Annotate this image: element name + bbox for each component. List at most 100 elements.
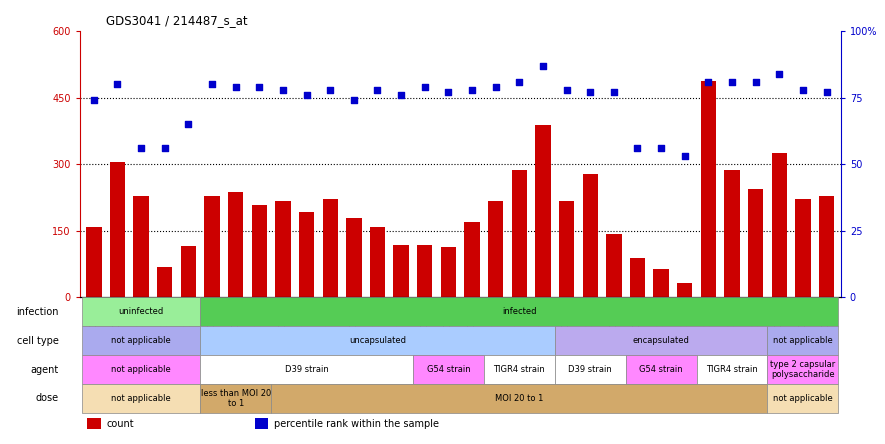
Text: count: count — [106, 419, 134, 428]
Text: less than MOI 20
to 1: less than MOI 20 to 1 — [201, 389, 271, 408]
Point — [111, 81, 125, 88]
Bar — [772, 153, 787, 297]
Bar — [417, 245, 433, 297]
Bar — [157, 267, 173, 297]
Bar — [767, 326, 838, 355]
Text: not applicable: not applicable — [773, 394, 833, 403]
Point — [796, 86, 810, 93]
Point — [465, 86, 479, 93]
Point — [512, 78, 527, 85]
Text: not applicable: not applicable — [773, 336, 833, 345]
Bar — [413, 355, 484, 384]
Bar — [484, 355, 555, 384]
Bar — [582, 174, 598, 297]
Bar — [86, 227, 102, 297]
Point — [158, 145, 172, 152]
Bar — [626, 355, 696, 384]
Bar — [394, 245, 409, 297]
Bar — [299, 212, 314, 297]
Bar — [271, 384, 767, 413]
Bar — [204, 196, 219, 297]
Bar — [82, 297, 200, 326]
Bar — [200, 326, 555, 355]
Point — [181, 121, 196, 128]
Bar — [748, 190, 764, 297]
Bar — [512, 170, 527, 297]
Point — [749, 78, 763, 85]
Text: uncapsulated: uncapsulated — [349, 336, 406, 345]
Point — [725, 78, 739, 85]
Bar — [767, 384, 838, 413]
Point — [347, 97, 361, 104]
Text: G54 strain: G54 strain — [427, 365, 470, 374]
Bar — [200, 297, 838, 326]
Text: D39 strain: D39 strain — [285, 365, 328, 374]
Text: uninfected: uninfected — [119, 307, 164, 316]
Bar — [555, 326, 767, 355]
Point — [489, 83, 503, 91]
Bar — [255, 418, 268, 429]
Point — [820, 89, 834, 96]
Bar — [181, 246, 196, 297]
Text: infection: infection — [16, 307, 58, 317]
Point — [773, 70, 787, 77]
Bar — [696, 355, 767, 384]
Bar — [275, 201, 290, 297]
Point — [678, 153, 692, 160]
Bar — [653, 270, 669, 297]
Bar — [724, 170, 740, 297]
Point — [87, 97, 101, 104]
Point — [701, 78, 715, 85]
Point — [371, 86, 385, 93]
Text: D39 strain: D39 strain — [568, 365, 612, 374]
Text: MOI 20 to 1: MOI 20 to 1 — [495, 394, 543, 403]
Bar — [465, 222, 480, 297]
Text: encapsulated: encapsulated — [633, 336, 689, 345]
Bar — [200, 355, 413, 384]
Point — [654, 145, 668, 152]
Bar — [535, 125, 550, 297]
Text: TIGR4 strain: TIGR4 strain — [494, 365, 545, 374]
Bar — [677, 283, 692, 297]
Bar — [134, 196, 149, 297]
Bar — [796, 199, 811, 297]
Point — [418, 83, 432, 91]
Bar — [559, 201, 574, 297]
Text: cell type: cell type — [17, 336, 58, 346]
Bar — [346, 218, 361, 297]
Point — [630, 145, 644, 152]
Text: percentile rank within the sample: percentile rank within the sample — [273, 419, 439, 428]
Point — [228, 83, 242, 91]
Bar — [767, 355, 838, 384]
Bar — [228, 192, 243, 297]
Point — [276, 86, 290, 93]
Bar — [819, 196, 835, 297]
Bar — [82, 355, 200, 384]
Text: G54 strain: G54 strain — [639, 365, 683, 374]
Text: GDS3041 / 214487_s_at: GDS3041 / 214487_s_at — [106, 14, 248, 27]
Text: not applicable: not applicable — [112, 394, 171, 403]
Bar — [322, 199, 338, 297]
Bar — [488, 201, 504, 297]
Bar — [82, 326, 200, 355]
Bar — [441, 247, 456, 297]
Bar — [606, 234, 621, 297]
Point — [583, 89, 597, 96]
Bar — [555, 355, 626, 384]
Bar — [701, 81, 716, 297]
Bar — [370, 227, 385, 297]
Point — [535, 62, 550, 69]
Point — [205, 81, 219, 88]
Bar — [630, 258, 645, 297]
Bar — [82, 384, 200, 413]
Point — [559, 86, 573, 93]
Point — [134, 145, 148, 152]
Bar — [88, 418, 101, 429]
Text: TIGR4 strain: TIGR4 strain — [706, 365, 758, 374]
Text: dose: dose — [35, 393, 58, 404]
Text: not applicable: not applicable — [112, 336, 171, 345]
Point — [442, 89, 456, 96]
Text: not applicable: not applicable — [112, 365, 171, 374]
Text: infected: infected — [502, 307, 536, 316]
Bar — [110, 162, 125, 297]
